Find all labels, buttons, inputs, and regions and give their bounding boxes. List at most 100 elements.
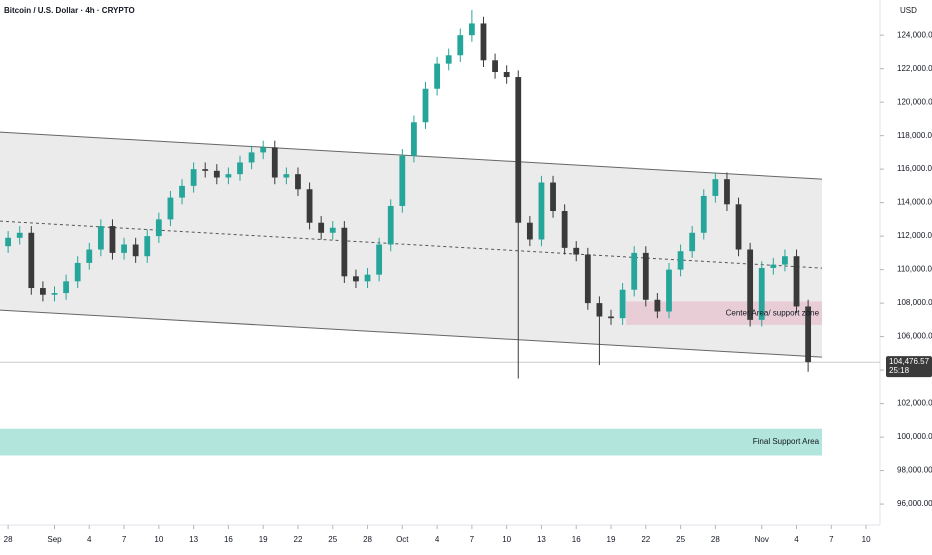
candle-body — [480, 23, 487, 61]
candle-body — [51, 293, 58, 295]
candle-body — [190, 169, 197, 186]
x-tick-label: 22 — [294, 535, 303, 544]
candle-body — [666, 269, 672, 312]
candle-body — [724, 179, 730, 205]
y-tick-label: 116,000.00 — [897, 164, 932, 173]
candle-body — [561, 211, 568, 248]
candle-body — [248, 152, 255, 163]
zone-label: Center Area/ support zone — [726, 308, 820, 317]
candle-body — [318, 222, 325, 233]
candle-body — [596, 303, 603, 317]
candle-body — [642, 252, 649, 300]
x-tick-label: 16 — [224, 535, 233, 544]
candle-body — [74, 262, 81, 282]
x-tick-label: 10 — [502, 535, 511, 544]
candle-body — [712, 179, 719, 196]
candle-body — [353, 276, 359, 282]
channel-fill — [0, 132, 823, 358]
x-tick-label: 28 — [4, 535, 13, 544]
candle-body — [306, 189, 313, 223]
y-tick-label: 106,000.00 — [897, 332, 932, 341]
candle-body — [805, 306, 812, 363]
candle-body — [97, 226, 104, 250]
x-tick-label: 7 — [470, 535, 475, 544]
x-tick-label: 10 — [862, 535, 871, 544]
candle-body — [155, 219, 162, 237]
candle-body — [445, 55, 452, 64]
y-tick-label: 112,000.00 — [897, 231, 932, 240]
candle-body — [758, 267, 765, 320]
candle-body — [747, 249, 754, 320]
candle-body — [271, 147, 278, 178]
y-tick-label: 110,000.00 — [897, 265, 932, 274]
candle-body — [202, 169, 209, 171]
x-tick-label: 19 — [259, 535, 268, 544]
x-tick-label: Sep — [47, 535, 62, 544]
y-tick-label: 96,000.00 — [897, 499, 932, 508]
candle-body — [573, 247, 580, 255]
y-tick-label: 124,000.00 — [897, 30, 932, 39]
zone-label: Final Support Area — [753, 437, 820, 446]
candle-body — [86, 249, 93, 263]
candle-body — [515, 77, 522, 223]
candle-body — [793, 256, 800, 307]
candle-body — [376, 244, 383, 275]
x-tick-label: 13 — [537, 535, 546, 544]
x-tick-label: Nov — [755, 535, 769, 544]
zone — [0, 428, 823, 456]
y-tick-label: 102,000.00 — [897, 399, 932, 408]
countdown-label: 25:18 — [889, 366, 910, 375]
candle-body — [689, 232, 696, 252]
candle-body — [63, 281, 69, 294]
x-tick-label: 22 — [641, 535, 650, 544]
x-tick-label: 4 — [435, 535, 440, 544]
candle-body — [654, 299, 661, 312]
y-tick-label: 108,000.00 — [897, 298, 932, 307]
candle-body — [700, 195, 707, 233]
price-tag — [886, 356, 932, 378]
candle-body — [468, 23, 475, 36]
candle-body — [422, 88, 429, 123]
candle-body — [144, 236, 151, 257]
candle-body — [538, 182, 545, 240]
x-tick-label: 16 — [572, 535, 581, 544]
candle-body — [411, 122, 417, 156]
candle-body — [782, 256, 788, 265]
y-tick-label: 122,000.00 — [897, 64, 932, 73]
x-tick-label: 4 — [87, 535, 92, 544]
candle-body — [225, 174, 232, 178]
x-tick-label: 25 — [676, 535, 685, 544]
candle-body — [457, 35, 464, 56]
candle-body — [341, 227, 348, 277]
candle-body — [28, 232, 35, 289]
candle-body — [608, 316, 614, 319]
candle-body — [387, 205, 394, 245]
candle-body — [770, 264, 777, 268]
candle-body — [132, 244, 139, 257]
candle-body — [5, 237, 12, 247]
zone — [626, 301, 823, 325]
candle-body — [109, 226, 116, 253]
candle-body — [677, 251, 684, 270]
x-tick-label: 25 — [328, 535, 337, 544]
candle-body — [364, 274, 371, 282]
x-tick-label: 13 — [189, 535, 198, 544]
candle-body — [237, 162, 243, 175]
plot: Center Area/ support zone Final Support A… — [0, 10, 884, 529]
chart-title: Bitcoin / U.S. Dollar · 4h · CRYPTO — [4, 6, 135, 15]
y-tick-label: 120,000.00 — [897, 97, 932, 106]
candle-body — [167, 197, 174, 220]
x-tick-label: Oct — [396, 535, 409, 544]
channel-middle — [0, 220, 823, 269]
x-tick-label: 28 — [711, 535, 720, 544]
candle-body — [283, 174, 290, 178]
candle-body — [619, 289, 626, 319]
candle-body — [503, 72, 510, 78]
candle-body — [631, 252, 638, 290]
x-tick-label: 7 — [829, 535, 834, 544]
channel-lower — [0, 309, 823, 358]
y-tick-label: 118,000.00 — [897, 131, 932, 140]
x-tick-label: 28 — [363, 535, 372, 544]
candle-body — [399, 155, 406, 206]
